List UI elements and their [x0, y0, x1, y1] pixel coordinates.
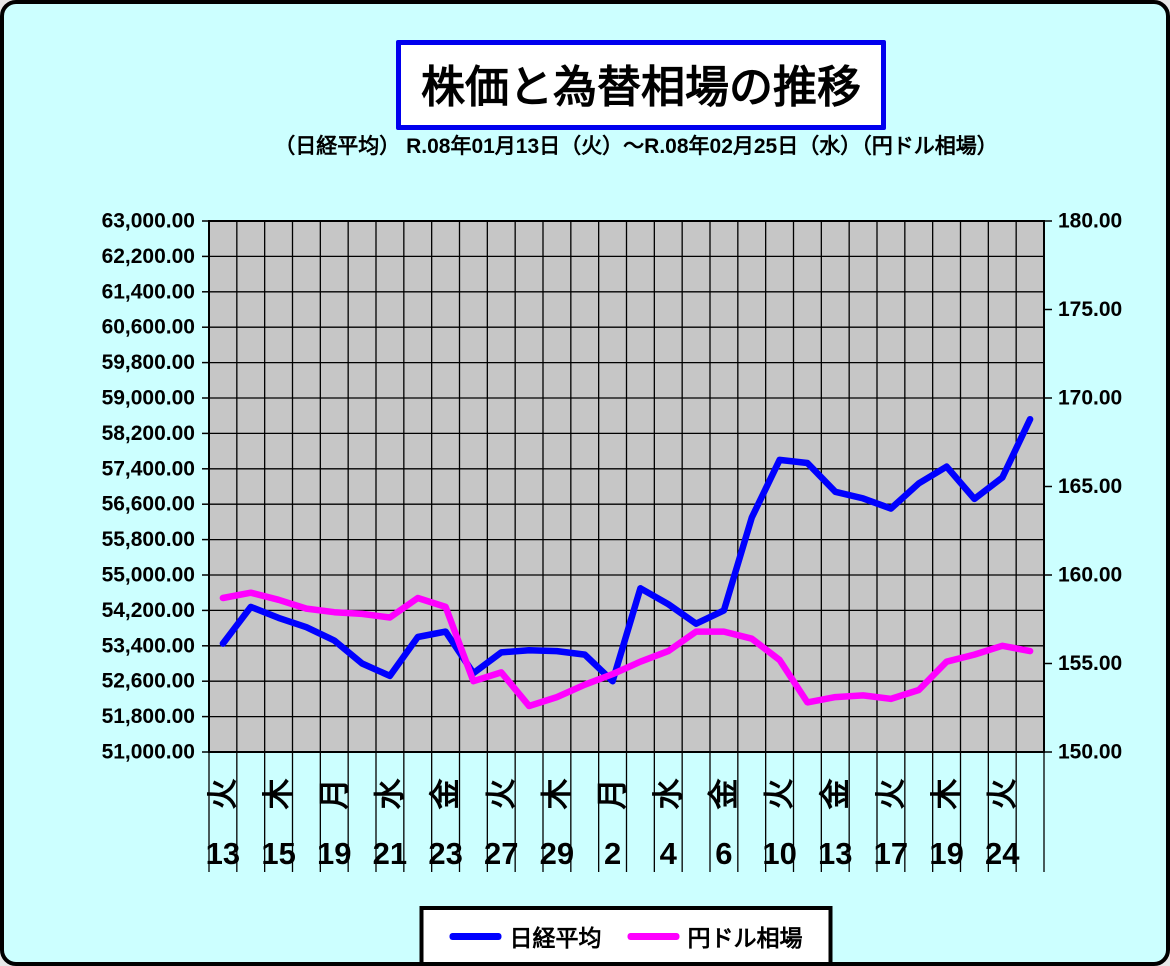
x-date-label: 6 [715, 836, 732, 871]
x-date-label: 24 [985, 836, 1020, 871]
left-axis-label: 51,000.00 [102, 741, 195, 764]
x-weekday-label: 火 [484, 779, 519, 810]
x-date-label: 19 [929, 836, 963, 871]
horizontal-gridlines [209, 255, 1044, 718]
left-axis-labels: 63,000.00 62,200.00 61,400.00 60,600.00 59,8… [102, 210, 209, 764]
x-weekday-label: 木 [929, 779, 964, 811]
x-date-label: 4 [660, 836, 678, 871]
x-weekday-label: 火 [873, 779, 908, 810]
left-axis-label: 59,000.00 [102, 387, 195, 410]
x-weekday-label: 木 [261, 779, 296, 811]
x-date-label: 27 [484, 836, 518, 871]
x-weekday-label: 火 [762, 779, 797, 810]
x-weekday-label: 月 [317, 779, 352, 810]
x-weekday-label: 火 [985, 779, 1020, 810]
x-weekday-label: 水 [651, 778, 686, 810]
legend-box: 日経平均 円ドル相場 [419, 906, 833, 962]
right-axis-labels: 180.00 175.00 170.00 165.00 160.00 155.00 150.… [1044, 210, 1122, 764]
x-weekday-label: 金 [706, 778, 741, 811]
chart-subtitle: （日経平均） R.08年01月13日（火）～R.08年02月25日（水）（円ドル… [274, 135, 998, 158]
x-date-label: 21 [373, 836, 407, 871]
vertical-gridlines [236, 221, 1017, 752]
left-axis-label: 62,200.00 [102, 245, 195, 268]
right-axis-label: 170.00 [1058, 387, 1122, 410]
left-axis-label: 55,800.00 [102, 528, 195, 551]
yendollar-series-line [219, 589, 1034, 710]
x-tick-lines [208, 752, 1045, 872]
left-axis-label: 63,000.00 [102, 210, 195, 233]
x-date-label: 2 [604, 836, 621, 871]
x-axis-labels: 火13木15月19水21金23火27木29月2水4金6火10金13火17木19火… [205, 778, 1020, 872]
x-date-label: 19 [317, 836, 351, 871]
left-axis-label: 53,400.00 [102, 634, 195, 657]
x-weekday-label: 金 [818, 778, 853, 811]
chart-title: 株価と為替相場の推移 [396, 40, 886, 130]
right-axis-label: 180.00 [1058, 210, 1122, 233]
yendollar-legend-label: 円ドル相場 [687, 925, 803, 951]
yendollar-line-swatch [627, 932, 680, 940]
x-weekday-label: 水 [372, 778, 407, 810]
x-date-label: 17 [874, 836, 908, 871]
right-axis-label: 160.00 [1058, 564, 1122, 587]
right-axis-label: 155.00 [1058, 652, 1122, 675]
left-axis-label: 51,800.00 [102, 705, 195, 728]
x-date-label: 13 [206, 836, 240, 871]
x-date-label: 13 [818, 836, 852, 871]
x-weekday-label: 木 [539, 779, 574, 811]
nikkei-legend-label: 日経平均 [509, 925, 602, 951]
x-weekday-label: 金 [428, 778, 463, 811]
right-axis-label: 175.00 [1058, 298, 1122, 321]
left-axis-label: 54,200.00 [102, 599, 195, 622]
left-axis-label: 59,800.00 [102, 351, 195, 374]
left-axis-label: 61,400.00 [102, 280, 195, 303]
right-axis-label: 150.00 [1058, 741, 1122, 764]
x-weekday-label: 月 [595, 779, 630, 810]
legend-item-yendollar: 円ドル相場 [627, 919, 803, 953]
left-axis-label: 56,600.00 [102, 493, 195, 516]
nikkei-series-line [219, 415, 1034, 685]
x-date-label: 15 [261, 836, 295, 871]
legend-item-nikkei: 日経平均 [449, 919, 602, 953]
left-axis-label: 52,600.00 [102, 670, 195, 693]
nikkei-line-swatch [449, 932, 502, 940]
plot-svg: 63,000.00 62,200.00 61,400.00 60,600.00 59,8… [102, 210, 1122, 872]
left-axis-label: 58,200.00 [102, 422, 195, 445]
left-axis-label: 55,000.00 [102, 564, 195, 587]
x-date-label: 10 [762, 836, 796, 871]
left-axis-label: 60,600.00 [102, 316, 195, 339]
x-date-label: 29 [540, 836, 574, 871]
x-weekday-label: 火 [205, 779, 240, 810]
x-date-label: 23 [428, 836, 462, 871]
left-axis-label: 57,400.00 [102, 457, 195, 480]
right-axis-label: 165.00 [1058, 475, 1122, 498]
